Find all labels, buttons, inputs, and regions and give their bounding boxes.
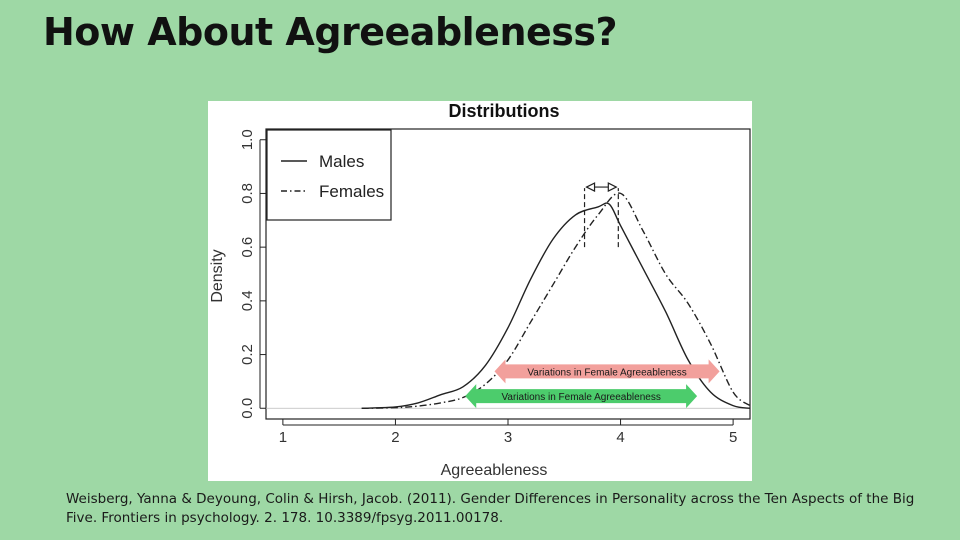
chart-title: Distributions bbox=[449, 101, 560, 121]
y-tick-label: 0.2 bbox=[239, 344, 256, 365]
y-tick-label: 1.0 bbox=[239, 129, 256, 150]
citation: Weisberg, Yanna & Deyoung, Colin & Hirsh… bbox=[66, 491, 915, 526]
x-tick-label: 5 bbox=[729, 429, 737, 446]
x-tick-label: 2 bbox=[391, 429, 399, 446]
x-tick-label: 3 bbox=[504, 429, 512, 446]
legend-label-females: Females bbox=[319, 182, 384, 201]
series-line-females bbox=[361, 192, 751, 409]
x-tick-label: 1 bbox=[279, 429, 287, 446]
annotation-label-2: Variations in Female Agreeableness bbox=[501, 392, 660, 403]
y-tick-label: 0.4 bbox=[239, 290, 256, 311]
chart-figure: Distributions 0.0 0.2 0.4 0.6 0.8 1.0 1 2 3 4 5 Agre… bbox=[208, 101, 752, 481]
series-line-males bbox=[361, 202, 751, 409]
annotation-arrow-1 bbox=[494, 359, 720, 384]
y-axis-label: Density bbox=[209, 249, 226, 302]
density-chart: Distributions 0.0 0.2 0.4 0.6 0.8 1.0 1 2 3 4 5 Agre… bbox=[209, 101, 751, 479]
annotation-arrow-2 bbox=[465, 384, 698, 409]
x-tick-label: 4 bbox=[616, 429, 624, 446]
legend-label-males: Males bbox=[319, 152, 364, 171]
legend-box bbox=[266, 129, 392, 221]
y-tick-label: 0.8 bbox=[239, 183, 256, 204]
slide-title: How About Agreeableness? bbox=[43, 10, 618, 54]
annotation-label-1: Variations in Female Agreeableness bbox=[527, 367, 686, 378]
y-tick-label: 0.6 bbox=[239, 237, 256, 258]
x-axis-label: Agreeableness bbox=[441, 462, 548, 479]
y-tick-label: 0.0 bbox=[239, 398, 256, 419]
